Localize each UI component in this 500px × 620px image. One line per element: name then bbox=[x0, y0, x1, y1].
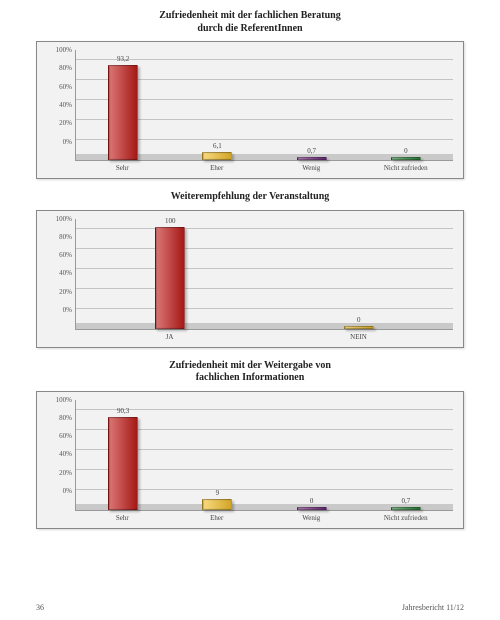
chart-3-frame: 100% 80% 60% 40% 20% 0% 90,3 bbox=[36, 391, 464, 529]
chart-3-ytick-3: 40% bbox=[59, 450, 72, 458]
chart-2-plot-row: 100% 80% 60% 40% 20% 0% 100 bbox=[47, 219, 453, 330]
chart-3-xlabel-0: Sehr bbox=[92, 514, 152, 522]
chart-1-bar-2-label: 0,7 bbox=[307, 147, 316, 155]
chart-1-bar-1: 6,1 bbox=[187, 142, 247, 160]
chart-1-bar-0: 93,2 bbox=[93, 55, 153, 160]
chart-3-ytick-1: 80% bbox=[59, 414, 72, 422]
chart-1-title: Zufriedenheit mit der fachlichen Beratun… bbox=[36, 10, 464, 35]
chart-1-xlabel-1: Eher bbox=[187, 164, 247, 172]
chart-2-bars: 100 0 bbox=[76, 219, 453, 329]
chart-1-bar-0-rect bbox=[108, 65, 138, 160]
chart-1-bar-3: 0 bbox=[376, 147, 436, 160]
chart-1-bar-1-rect bbox=[202, 152, 232, 160]
chart-2: Weiterempfehlung der Veranstaltung 100% … bbox=[36, 191, 464, 348]
chart-3-bar-0-rect bbox=[108, 417, 138, 509]
chart-3-xlabel-3: Nicht zufrieden bbox=[376, 514, 436, 522]
chart-2-title: Weiterempfehlung der Veranstaltung bbox=[36, 191, 464, 204]
chart-1-bar-2-rect bbox=[297, 157, 327, 160]
chart-3-plot: 90,3 9 0 0,7 bbox=[75, 400, 453, 511]
chart-1-title-line1: Zufriedenheit mit der fachlichen Beratun… bbox=[159, 10, 340, 21]
chart-2-ytick-2: 60% bbox=[59, 251, 72, 259]
chart-1-title-line2: durch die ReferentInnen bbox=[197, 23, 302, 34]
chart-1-ytick-3: 40% bbox=[59, 101, 72, 109]
chart-3-bar-1: 9 bbox=[187, 489, 247, 510]
chart-2-bar-0: 100 bbox=[140, 217, 200, 329]
chart-1-ytick-0: 100% bbox=[56, 46, 72, 54]
chart-1-bars: 93,2 6,1 0,7 0 bbox=[76, 50, 453, 160]
chart-3-bar-0-label: 90,3 bbox=[117, 407, 129, 415]
chart-3-y-axis: 100% 80% 60% 40% 20% 0% bbox=[47, 400, 75, 510]
chart-3-bar-1-label: 9 bbox=[216, 489, 220, 497]
chart-3-plot-row: 100% 80% 60% 40% 20% 0% 90,3 bbox=[47, 400, 453, 511]
chart-3-bar-2: 0 bbox=[282, 497, 342, 510]
chart-3-xlabel-1: Eher bbox=[187, 514, 247, 522]
chart-1-ytick-5: 0% bbox=[63, 138, 72, 146]
chart-3-bar-3: 0,7 bbox=[376, 497, 436, 510]
chart-3-bar-3-label: 0,7 bbox=[402, 497, 411, 505]
chart-3-bars: 90,3 9 0 0,7 bbox=[76, 400, 453, 510]
chart-2-ytick-4: 20% bbox=[59, 288, 72, 296]
chart-1-y-axis: 100% 80% 60% 40% 20% 0% bbox=[47, 50, 75, 160]
chart-2-xlabel-1: NEIN bbox=[329, 333, 389, 341]
chart-2-y-axis: 100% 80% 60% 40% 20% 0% bbox=[47, 219, 75, 329]
chart-1-plot: 93,2 6,1 0,7 0 bbox=[75, 50, 453, 161]
chart-2-title-line1: Weiterempfehlung der Veranstaltung bbox=[171, 191, 330, 202]
page-footer: 36 Jahresbericht 11/12 bbox=[36, 603, 464, 612]
chart-3-ytick-5: 0% bbox=[63, 487, 72, 495]
chart-1: Zufriedenheit mit der fachlichen Beratun… bbox=[36, 10, 464, 179]
chart-3-ytick-2: 60% bbox=[59, 432, 72, 440]
chart-2-frame: 100% 80% 60% 40% 20% 0% 100 bbox=[36, 210, 464, 348]
chart-3-title: Zufriedenheit mit der Weitergabe von fac… bbox=[36, 360, 464, 385]
chart-3-xlabel-2: Wenig bbox=[281, 514, 341, 522]
chart-3-bar-0: 90,3 bbox=[93, 407, 153, 509]
chart-3-title-line1: Zufriedenheit mit der Weitergabe von bbox=[169, 360, 331, 371]
chart-2-bar-0-rect bbox=[155, 227, 185, 329]
footer-right: Jahresbericht 11/12 bbox=[402, 603, 464, 612]
chart-2-x-axis: JA NEIN bbox=[47, 330, 453, 341]
chart-1-bar-2: 0,7 bbox=[282, 147, 342, 160]
chart-3-ytick-4: 20% bbox=[59, 469, 72, 477]
chart-1-plot-row: 100% 80% 60% 40% 20% 0% 93,2 bbox=[47, 50, 453, 161]
chart-2-ytick-1: 80% bbox=[59, 233, 72, 241]
page: Zufriedenheit mit der fachlichen Beratun… bbox=[0, 0, 500, 620]
chart-1-x-axis: Sehr Eher Wenig Nicht zufrieden bbox=[47, 161, 453, 172]
page-number: 36 bbox=[36, 603, 44, 612]
chart-3-ytick-0: 100% bbox=[56, 396, 72, 404]
chart-2-ytick-3: 40% bbox=[59, 269, 72, 277]
chart-3-bar-1-rect bbox=[202, 499, 232, 510]
chart-2-xlabel-0: JA bbox=[140, 333, 200, 341]
chart-1-xlabel-0: Sehr bbox=[92, 164, 152, 172]
chart-2-bar-1-label: 0 bbox=[357, 316, 361, 324]
chart-2-bar-1: 0 bbox=[329, 316, 389, 329]
chart-1-bar-1-label: 6,1 bbox=[213, 142, 222, 150]
chart-1-xlabel-2: Wenig bbox=[281, 164, 341, 172]
chart-1-xlabel-3: Nicht zufrieden bbox=[376, 164, 436, 172]
chart-3-bar-2-label: 0 bbox=[310, 497, 314, 505]
chart-2-ytick-5: 0% bbox=[63, 306, 72, 314]
chart-1-ytick-4: 20% bbox=[59, 119, 72, 127]
chart-1-bar-3-rect bbox=[391, 157, 421, 160]
chart-1-ytick-1: 80% bbox=[59, 64, 72, 72]
chart-1-frame: 100% 80% 60% 40% 20% 0% 93,2 bbox=[36, 41, 464, 179]
chart-3-bar-2-rect bbox=[297, 507, 327, 510]
chart-2-plot: 100 0 bbox=[75, 219, 453, 330]
chart-1-bar-0-label: 93,2 bbox=[117, 55, 129, 63]
chart-2-ytick-0: 100% bbox=[56, 215, 72, 223]
chart-3-bar-3-rect bbox=[391, 507, 421, 510]
chart-2-bar-0-label: 100 bbox=[165, 217, 176, 225]
chart-3-x-axis: Sehr Eher Wenig Nicht zufrieden bbox=[47, 511, 453, 522]
chart-3-title-line2: fachlichen Informationen bbox=[196, 372, 305, 383]
chart-1-ytick-2: 60% bbox=[59, 83, 72, 91]
chart-3: Zufriedenheit mit der Weitergabe von fac… bbox=[36, 360, 464, 529]
chart-1-bar-3-label: 0 bbox=[404, 147, 408, 155]
chart-2-bar-1-rect bbox=[344, 326, 374, 329]
